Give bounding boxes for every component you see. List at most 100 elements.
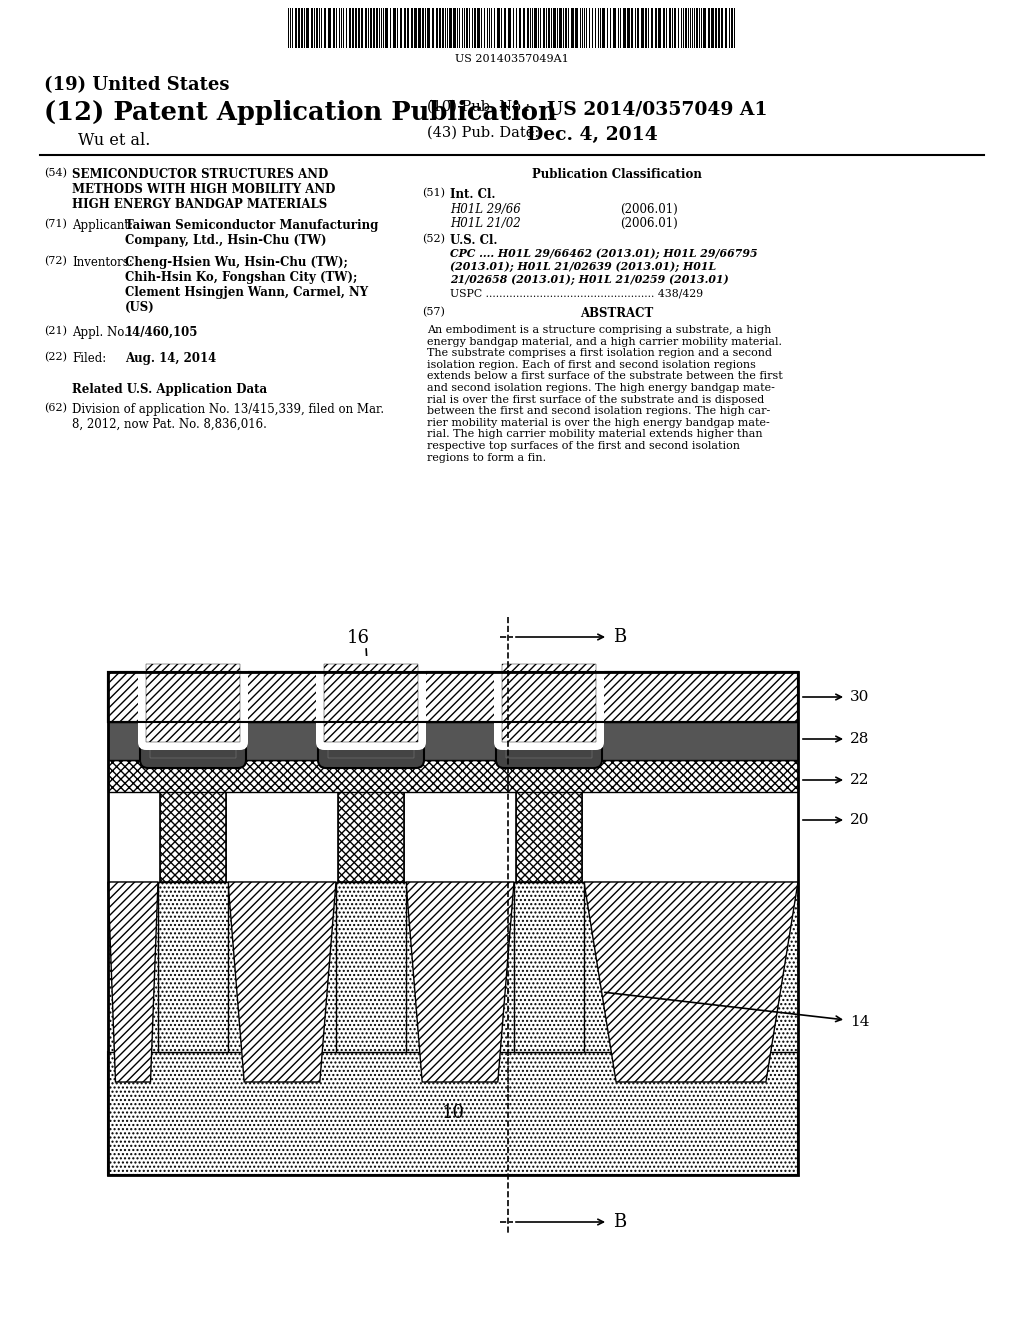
Bar <box>365 8 367 48</box>
Text: Aug. 14, 2014: Aug. 14, 2014 <box>125 352 216 366</box>
Text: Dec. 4, 2014: Dec. 4, 2014 <box>527 125 657 144</box>
Text: (57): (57) <box>422 308 444 317</box>
Text: Cheng-Hsien Wu, Hsin-Chu (TW);
Chih-Hsin Ko, Fongshan City (TW);
Clement Hsingje: Cheng-Hsien Wu, Hsin-Chu (TW); Chih-Hsin… <box>125 256 368 314</box>
Text: H01L 29/66: H01L 29/66 <box>450 203 521 216</box>
Bar <box>108 672 798 722</box>
Bar <box>631 8 633 48</box>
Bar <box>146 664 240 742</box>
Text: (71): (71) <box>44 219 67 230</box>
Text: (43) Pub. Date:: (43) Pub. Date: <box>427 125 540 140</box>
Bar <box>575 8 578 48</box>
Bar <box>385 8 388 48</box>
Text: (51): (51) <box>422 187 445 198</box>
Bar <box>715 8 717 48</box>
Text: (54): (54) <box>44 168 67 178</box>
FancyBboxPatch shape <box>140 698 246 768</box>
FancyBboxPatch shape <box>138 656 248 750</box>
Text: US 20140357049A1: US 20140357049A1 <box>455 54 569 63</box>
Bar <box>645 8 647 48</box>
Text: Division of application No. 13/415,339, filed on Mar.
8, 2012, now Pat. No. 8,83: Division of application No. 13/415,339, … <box>72 403 384 432</box>
FancyBboxPatch shape <box>494 656 604 750</box>
Bar <box>108 882 798 1052</box>
Bar <box>442 8 444 48</box>
Bar <box>627 8 630 48</box>
Text: Publication Classification: Publication Classification <box>532 168 701 181</box>
Bar <box>150 708 236 758</box>
Bar <box>474 8 476 48</box>
Bar <box>718 8 720 48</box>
Bar <box>439 8 441 48</box>
Bar <box>393 8 396 48</box>
Text: H01L 21/02: H01L 21/02 <box>450 216 521 230</box>
Bar <box>506 708 592 758</box>
Bar <box>108 722 798 760</box>
Bar <box>565 8 567 48</box>
Text: 14: 14 <box>850 1015 869 1030</box>
Bar <box>422 8 424 48</box>
Bar <box>328 708 414 758</box>
Bar <box>108 760 798 792</box>
Text: (72): (72) <box>44 256 67 267</box>
Text: 20: 20 <box>850 813 869 828</box>
Text: Applicant:: Applicant: <box>72 219 133 232</box>
Bar <box>543 8 545 48</box>
Text: 10: 10 <box>441 1105 465 1122</box>
Bar <box>519 8 521 48</box>
Text: Appl. No.:: Appl. No.: <box>72 326 132 339</box>
Bar <box>453 8 456 48</box>
FancyBboxPatch shape <box>316 656 426 750</box>
Text: 12: 12 <box>183 954 203 969</box>
Bar <box>502 664 596 742</box>
Bar <box>651 8 653 48</box>
Bar <box>508 8 511 48</box>
Bar <box>527 8 529 48</box>
Bar <box>108 672 798 722</box>
Bar <box>559 8 562 48</box>
Bar <box>731 8 733 48</box>
Bar <box>328 8 331 48</box>
Bar <box>306 8 309 48</box>
Text: USPC .................................................. 438/429: USPC ...................................… <box>450 289 703 300</box>
FancyBboxPatch shape <box>318 698 424 768</box>
Text: An embodiment is a structure comprising a substrate, a high
energy bandgap mater: An embodiment is a structure comprising … <box>427 325 782 462</box>
Bar <box>658 8 662 48</box>
Bar <box>613 8 616 48</box>
Bar <box>721 8 723 48</box>
Text: (52): (52) <box>422 234 445 244</box>
Bar <box>497 8 500 48</box>
Bar <box>504 8 506 48</box>
Text: U.S. Cl.: U.S. Cl. <box>450 234 498 247</box>
Bar <box>703 8 706 48</box>
Polygon shape <box>228 882 336 1082</box>
Text: 14/460,105: 14/460,105 <box>125 326 199 339</box>
Text: 22: 22 <box>850 774 869 787</box>
Bar <box>311 8 313 48</box>
Bar <box>477 8 480 48</box>
Bar <box>404 8 406 48</box>
Bar <box>108 882 798 1052</box>
Bar <box>349 8 351 48</box>
Text: US 2014/0357049 A1: US 2014/0357049 A1 <box>547 100 768 117</box>
Bar <box>376 8 378 48</box>
Bar <box>655 8 657 48</box>
Bar <box>427 8 430 48</box>
Bar <box>432 8 434 48</box>
Text: (10) Pub. No.:: (10) Pub. No.: <box>427 100 530 114</box>
Bar <box>352 8 354 48</box>
Polygon shape <box>584 882 798 1082</box>
Bar <box>316 8 318 48</box>
Bar <box>355 8 357 48</box>
Text: (21): (21) <box>44 326 67 337</box>
Bar <box>108 722 798 760</box>
Text: Taiwan Semiconductor Manufacturing
Company, Ltd., Hsin-Chu (TW): Taiwan Semiconductor Manufacturing Compa… <box>125 219 379 247</box>
Bar <box>333 8 335 48</box>
Bar <box>708 8 710 48</box>
Bar <box>663 8 665 48</box>
Bar <box>418 8 421 48</box>
Bar <box>298 8 300 48</box>
Bar <box>295 8 297 48</box>
Text: (19) United States: (19) United States <box>44 77 229 94</box>
Text: 16: 16 <box>346 630 370 647</box>
Text: (62): (62) <box>44 403 67 413</box>
FancyBboxPatch shape <box>496 698 602 768</box>
